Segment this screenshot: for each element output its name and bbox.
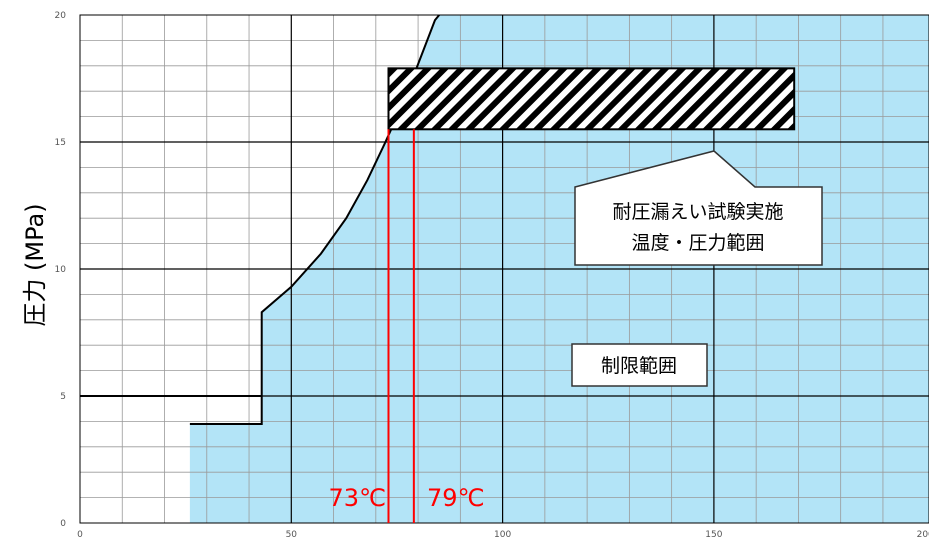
- temp-label-73: 73℃: [329, 484, 387, 512]
- limit-boundary-curve: [189, 15, 440, 425]
- x-tick-label: 150: [705, 530, 722, 539]
- x-tick-label: 200: [917, 530, 929, 539]
- y-tick-label: 10: [55, 265, 67, 275]
- y-tick-label: 0: [60, 519, 66, 529]
- x-tick-label: 50: [286, 530, 298, 539]
- y-tick-label: 5: [60, 392, 66, 402]
- y-tick-label: 20: [55, 11, 67, 21]
- y-axis-ticks: 0 5 10 15 20: [55, 11, 67, 529]
- callout-text-line2: 温度・圧力範囲: [631, 232, 764, 254]
- y-axis-label: 圧力 (MPa): [21, 203, 49, 326]
- x-axis-ticks: 0 50 100 150 200: [77, 530, 929, 539]
- y-tick-label: 15: [55, 138, 66, 148]
- x-tick-label: 100: [494, 530, 511, 539]
- callout-box: [574, 150, 823, 266]
- region-label-box: [571, 343, 708, 387]
- plot-frame: [79, 14, 929, 524]
- x-tick-label: 0: [77, 530, 83, 539]
- temp-label-79: 79℃: [427, 484, 485, 512]
- callout-text-line1: 耐圧漏えい試験実施: [612, 201, 783, 223]
- region-label-text: 制限範囲: [601, 355, 677, 377]
- test-range-hatched-box: [387, 67, 796, 131]
